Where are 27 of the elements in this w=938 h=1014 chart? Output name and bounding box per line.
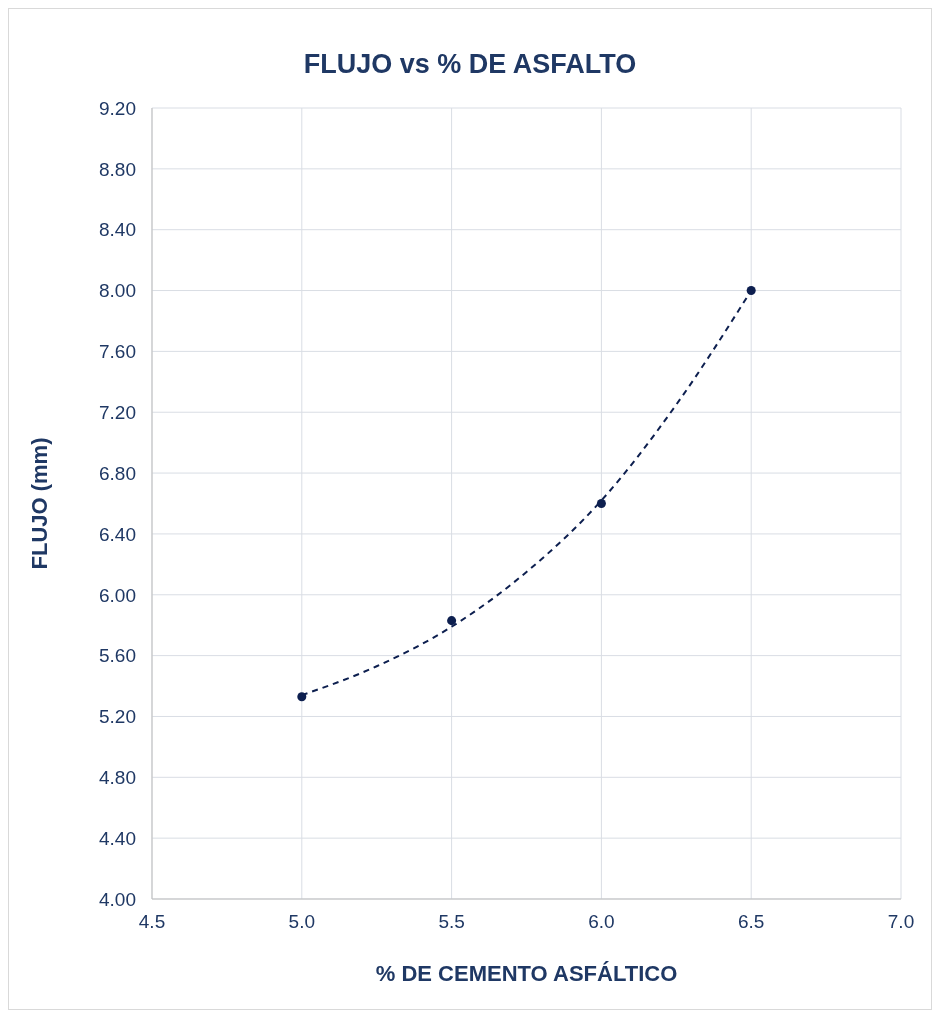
x-tick-label: 6.5: [737, 911, 765, 933]
y-tick-label: 6.40: [99, 523, 136, 545]
y-tick-label: 6.00: [99, 584, 136, 606]
y-tick-label: 6.80: [99, 462, 136, 484]
point: [297, 692, 307, 702]
y-tick-label: 9.20: [99, 97, 136, 119]
point: [596, 498, 606, 509]
x-tick-label: 5.0: [288, 911, 316, 933]
y-tick-label: 4.40: [99, 827, 136, 849]
point: [447, 616, 457, 626]
y-tick-label: 4.00: [99, 888, 136, 910]
y-tick-label: 8.00: [99, 280, 136, 302]
x-tick-label: 5.5: [438, 911, 465, 933]
y-axis-title: FLUJO (mm): [26, 437, 52, 570]
y-tick-label: 4.80: [99, 767, 136, 789]
x-tick-label: 4.5: [138, 911, 166, 933]
y-tick-label: 8.40: [99, 219, 136, 241]
y-tick-label: 5.60: [99, 645, 136, 667]
x-tick-label: 7.0: [887, 911, 915, 933]
chart-title: FLUJO vs % DE ASFALTO: [302, 49, 638, 80]
y-tick-label: 8.80: [99, 158, 136, 180]
x-axis-title: % DE CEMENTO ASFÁLTICO: [375, 961, 678, 986]
y-tick-label: 7.60: [99, 341, 136, 363]
point: [746, 286, 756, 296]
y-tick-label: 7.20: [99, 401, 136, 423]
y-tick-label: 5.20: [99, 706, 136, 728]
x-tick-label: 6.0: [588, 911, 615, 933]
